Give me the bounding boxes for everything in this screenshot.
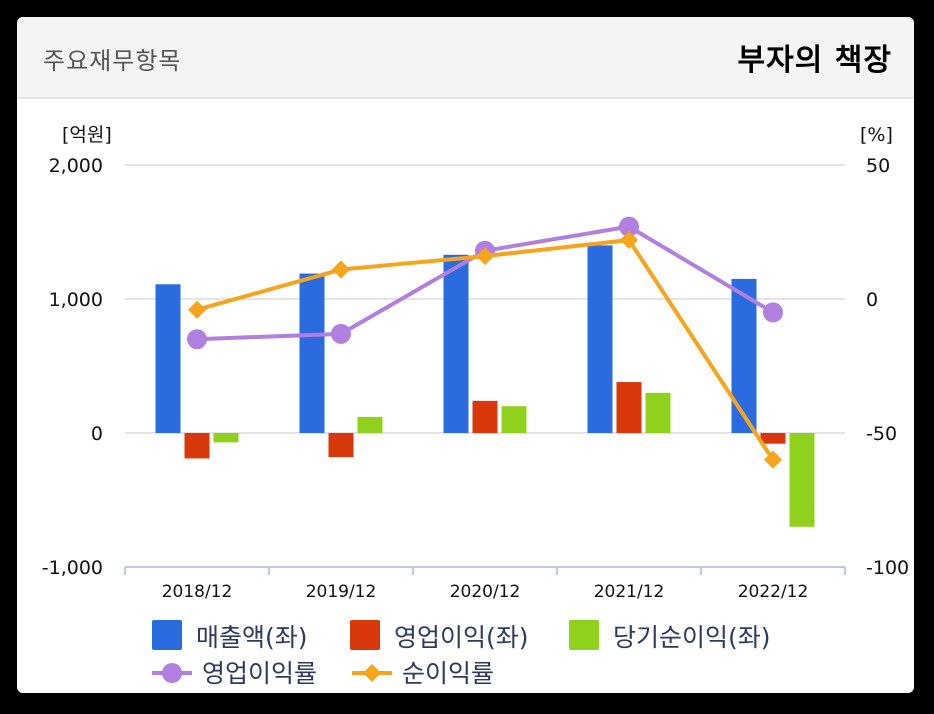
left-tick-label: 2,000: [49, 155, 103, 177]
bar: [587, 245, 613, 433]
bar: [472, 400, 498, 433]
left-tick-label: -1,000: [42, 557, 103, 579]
right-tick-label: -100: [866, 557, 909, 579]
left-tick-label: 1,000: [49, 289, 103, 311]
x-tick-label: 2020/12: [450, 582, 521, 602]
right-axis-unit: [%]: [860, 124, 893, 146]
bar: [443, 254, 469, 433]
legend-label: 영업이익률: [202, 659, 317, 688]
line-point: [763, 302, 783, 323]
bar: [155, 284, 181, 433]
legend-marker: [162, 663, 182, 683]
x-tick-label: 2022/12: [738, 582, 809, 602]
right-tick-label: -50: [866, 423, 897, 445]
bar: [645, 392, 671, 433]
bar: [789, 433, 815, 527]
bar: [760, 433, 786, 444]
bar: [299, 273, 325, 433]
x-tick-label: 2018/12: [162, 582, 233, 602]
line-point: [764, 450, 782, 469]
left-axis-unit: [억원]: [62, 124, 112, 146]
bar: [357, 416, 383, 433]
brand-label: 부자의 책장: [737, 43, 892, 78]
bar: [184, 433, 210, 459]
line-point: [619, 216, 639, 237]
legend-label: 당기순이익(좌): [613, 623, 771, 652]
x-tick-label: 2021/12: [594, 582, 665, 602]
bar: [616, 382, 642, 433]
x-tick-label: 2019/12: [306, 582, 377, 602]
right-tick-label: 0: [866, 289, 878, 311]
line-point: [331, 323, 351, 344]
legend-swatch: [152, 620, 182, 650]
line-point: [188, 300, 206, 319]
line-point: [332, 260, 350, 279]
line-point: [476, 247, 494, 266]
legend-label: 순이익률: [402, 659, 494, 688]
bar: [213, 433, 239, 443]
right-tick-label: 50: [866, 155, 890, 177]
legend-marker: [363, 664, 381, 682]
legend-swatch: [569, 620, 599, 650]
legend-swatch: [350, 620, 380, 650]
legend-label: 매출액(좌): [196, 623, 308, 652]
left-tick-label: 0: [91, 423, 103, 445]
legend-label: 영업이익(좌): [394, 623, 529, 652]
bar: [328, 433, 354, 458]
line-point: [620, 231, 638, 250]
bar: [501, 406, 527, 433]
chart-header: 주요재무항목 부자의 책장: [17, 17, 914, 99]
chart-title: 주요재무항목: [43, 47, 182, 75]
bar: [731, 278, 757, 433]
line-point: [187, 329, 207, 350]
